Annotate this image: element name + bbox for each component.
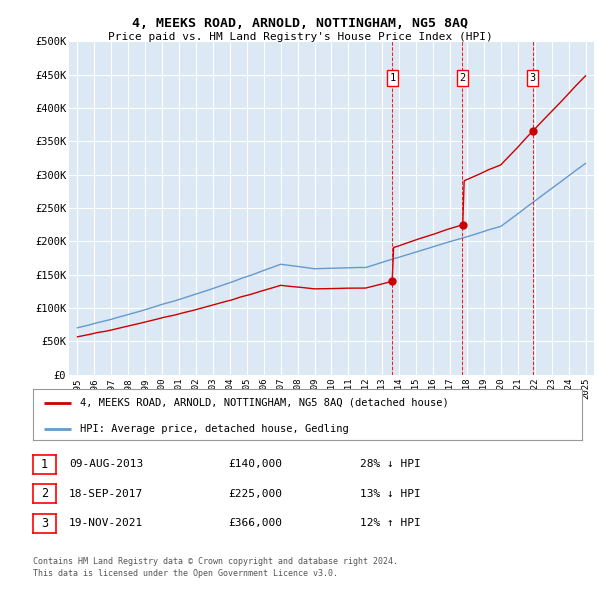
Text: 19-NOV-2021: 19-NOV-2021: [69, 519, 143, 528]
Text: 3: 3: [41, 517, 48, 530]
Text: 1: 1: [41, 458, 48, 471]
Text: HPI: Average price, detached house, Gedling: HPI: Average price, detached house, Gedl…: [80, 424, 349, 434]
Text: 4, MEEKS ROAD, ARNOLD, NOTTINGHAM, NG5 8AQ: 4, MEEKS ROAD, ARNOLD, NOTTINGHAM, NG5 8…: [132, 17, 468, 30]
Text: Price paid vs. HM Land Registry's House Price Index (HPI): Price paid vs. HM Land Registry's House …: [107, 32, 493, 42]
Text: 28% ↓ HPI: 28% ↓ HPI: [360, 460, 421, 469]
Text: 09-AUG-2013: 09-AUG-2013: [69, 460, 143, 469]
Text: 13% ↓ HPI: 13% ↓ HPI: [360, 489, 421, 499]
Text: 3: 3: [530, 73, 536, 83]
Text: 2: 2: [41, 487, 48, 500]
Text: 1: 1: [389, 73, 395, 83]
Text: £140,000: £140,000: [228, 460, 282, 469]
Text: 2: 2: [459, 73, 466, 83]
Text: £366,000: £366,000: [228, 519, 282, 528]
Text: This data is licensed under the Open Government Licence v3.0.: This data is licensed under the Open Gov…: [33, 569, 338, 578]
Text: 4, MEEKS ROAD, ARNOLD, NOTTINGHAM, NG5 8AQ (detached house): 4, MEEKS ROAD, ARNOLD, NOTTINGHAM, NG5 8…: [80, 398, 448, 408]
Text: Contains HM Land Registry data © Crown copyright and database right 2024.: Contains HM Land Registry data © Crown c…: [33, 557, 398, 566]
Text: 12% ↑ HPI: 12% ↑ HPI: [360, 519, 421, 528]
Text: £225,000: £225,000: [228, 489, 282, 499]
Text: 18-SEP-2017: 18-SEP-2017: [69, 489, 143, 499]
